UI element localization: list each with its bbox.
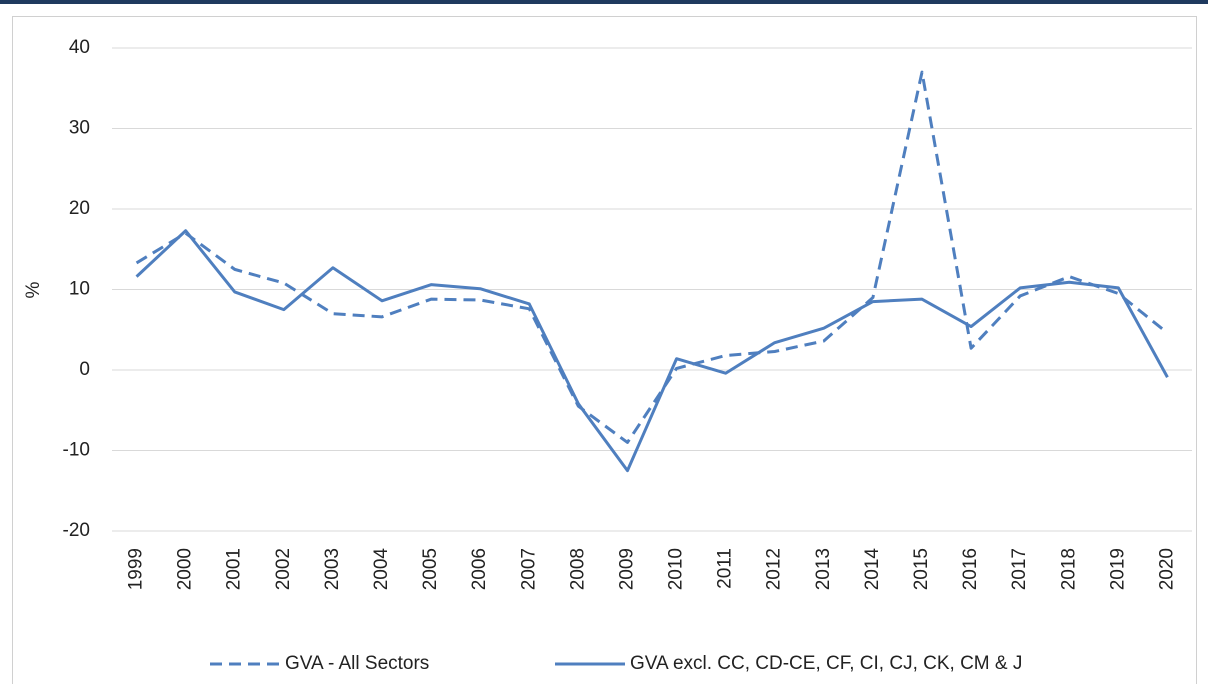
x-tick-label: 2017 [1009,548,1030,590]
x-tick-label: 2013 [813,548,834,590]
x-tick-label: 2014 [862,548,883,591]
x-tick-label: 2012 [764,548,785,590]
x-tick-label: 2016 [960,548,981,590]
x-tick-label: 1999 [126,548,147,590]
x-tick-label: 2009 [616,548,637,590]
x-tick-label: 2015 [911,548,932,590]
legend-label: GVA excl. CC, CD-CE, CF, CI, CJ, CK, CM … [630,653,1022,674]
x-tick-label: 2002 [273,548,294,590]
x-tick-label: 2004 [371,548,392,591]
y-tick-label: 20 [69,198,90,219]
x-tick-label: 2006 [469,548,490,590]
x-tick-label: 2019 [1107,548,1128,590]
x-tick-label: 2020 [1156,548,1177,590]
x-tick-label: 2005 [420,548,441,590]
x-tick-label: 2008 [567,548,588,590]
y-axis-label: % [23,281,44,298]
series-line [135,70,1169,444]
x-tick-label: 2011 [715,548,736,589]
y-tick-label: 10 [69,279,90,300]
y-tick-label: -20 [63,520,90,541]
series-line [135,229,1169,473]
y-tick-label: 0 [79,359,90,380]
x-tick-label: 2010 [666,548,687,590]
x-tick-label: 2003 [322,548,343,590]
x-tick-label: 2001 [224,548,245,590]
x-tick-label: 2000 [175,548,196,590]
chart-frame [12,16,1197,684]
y-tick-label: 40 [69,37,90,58]
y-tick-label: 30 [69,118,90,139]
x-tick-label: 2018 [1058,548,1079,590]
top-bar [0,0,1208,4]
x-tick-label: 2007 [518,548,539,590]
y-tick-label: -10 [63,440,90,461]
legend-label: GVA - All Sectors [285,653,429,674]
